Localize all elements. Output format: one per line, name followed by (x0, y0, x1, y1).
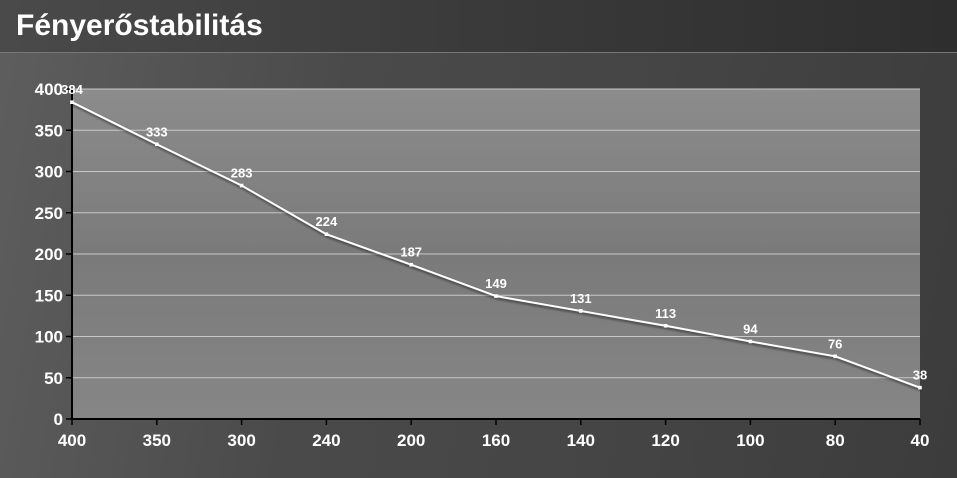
x-tick-label: 300 (227, 431, 255, 450)
y-tick-label: 150 (35, 286, 63, 305)
x-tick-label: 40 (911, 431, 930, 450)
data-point (833, 354, 837, 359)
data-label: 224 (316, 214, 338, 229)
data-label: 94 (743, 321, 758, 336)
title-bar: Fényerőstabilitás (0, 0, 957, 53)
y-tick-label: 400 (35, 80, 63, 99)
data-point (494, 294, 498, 298)
data-label: 131 (570, 291, 592, 306)
y-tick-label: 300 (35, 163, 63, 182)
data-labels: 384 333 283 224 187 149 131 113 94 76 38 (61, 82, 927, 382)
data-point (579, 309, 583, 313)
data-point (324, 232, 329, 236)
x-tick-label: 100 (736, 431, 764, 450)
gridlines (72, 88, 920, 379)
x-tick-label: 140 (567, 431, 595, 450)
data-point (918, 385, 922, 390)
data-label: 283 (231, 166, 253, 181)
y-tick-label: 100 (35, 328, 63, 347)
y-tick-label: 200 (35, 245, 63, 264)
data-label: 113 (655, 306, 676, 321)
data-point (239, 183, 244, 188)
data-label: 149 (485, 276, 507, 291)
y-tick-label: 250 (35, 204, 63, 223)
y-axis-ticks: 0 50 100 150 200 250 300 350 400 (35, 80, 72, 429)
chart-title: Fényerőstabilitás (16, 9, 263, 42)
x-tick-label: 80 (826, 431, 845, 450)
y-tick-label: 50 (44, 369, 63, 388)
data-label: 187 (400, 245, 422, 260)
data-point (663, 323, 668, 328)
x-tick-label: 400 (58, 431, 86, 450)
x-tick-label: 120 (651, 431, 679, 450)
series (70, 100, 922, 390)
data-point (748, 339, 753, 344)
data-label: 38 (913, 368, 927, 383)
data-label: 333 (146, 124, 168, 139)
x-axis-ticks: 400 350 300 240 200 160 140 120 100 80 40 (58, 419, 930, 450)
data-point (155, 142, 159, 147)
x-tick-label: 240 (312, 431, 340, 450)
x-tick-label: 200 (397, 431, 425, 450)
data-point (70, 100, 74, 104)
data-label: 76 (828, 336, 842, 351)
y-tick-label: 350 (35, 121, 63, 140)
data-point (409, 262, 413, 267)
y-tick-label: 0 (54, 410, 63, 429)
data-label: 384 (61, 82, 83, 97)
x-tick-label: 350 (143, 431, 171, 450)
x-tick-label: 160 (482, 431, 510, 450)
